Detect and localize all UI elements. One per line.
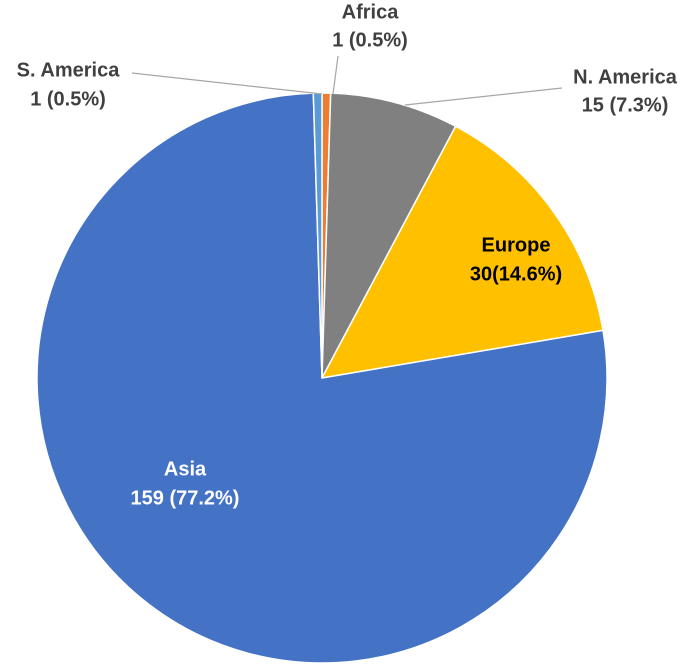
leader-line <box>332 55 339 95</box>
pie-slice <box>321 92 457 379</box>
leader-line <box>404 87 563 106</box>
pie-slice <box>36 92 608 664</box>
pie-slice <box>320 125 604 379</box>
value-label: 1 (0.5%) <box>30 88 106 110</box>
value-label: 159 (77.2%) <box>131 487 240 509</box>
leader-line <box>131 72 323 95</box>
value-label: 15 (7.3%) <box>582 94 669 116</box>
slice-label: Africa <box>342 1 400 23</box>
value-label: 30(14.6%) <box>470 263 562 285</box>
slice-label: Asia <box>164 458 207 480</box>
slice-label: Europe <box>482 234 551 256</box>
slice-label: N. America <box>573 66 678 88</box>
value-label: 1 (0.5%) <box>332 29 408 51</box>
slice-label: S. America <box>17 59 121 81</box>
